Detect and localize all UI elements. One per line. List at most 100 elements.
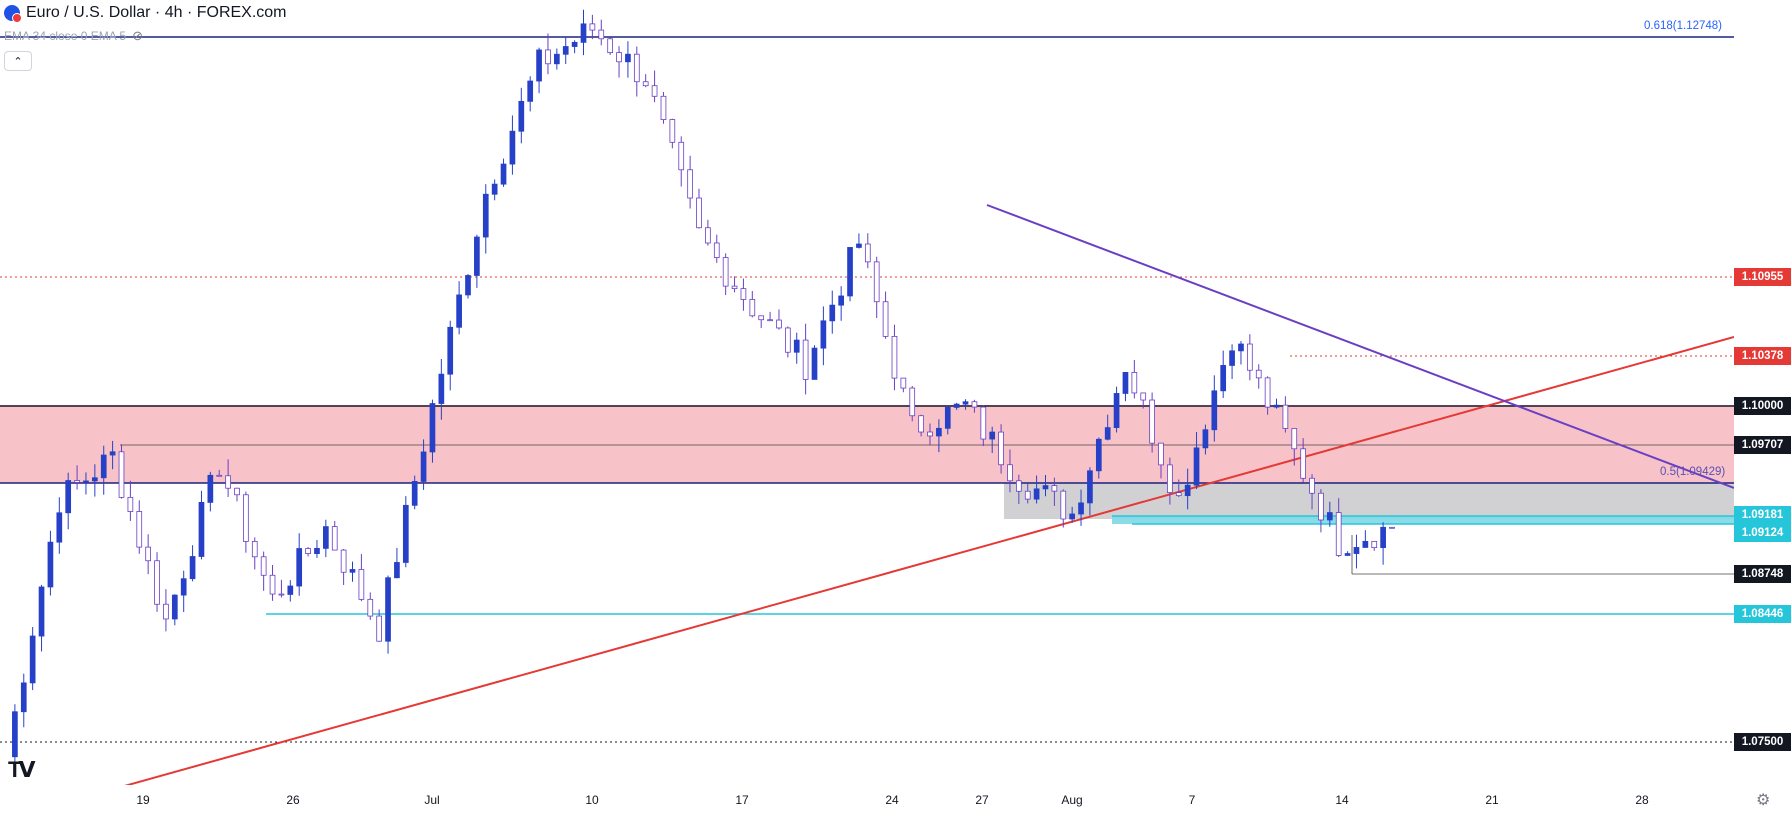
price-tag-1-10955: 1.10955 [1734,268,1791,286]
price-tag-1-09707: 1.09707 [1734,436,1791,454]
candle-body [358,569,365,600]
candle-body [589,23,596,31]
candle-body [38,586,45,637]
candle-body [1247,343,1253,371]
candle-body [243,494,249,542]
candle-body [527,80,534,102]
candle-body [1060,490,1067,520]
candle-body [1051,485,1058,492]
indicator-legend[interactable]: EMA 34 close 0 EMA 5 ⊘ [4,28,143,44]
candle-body [864,243,871,263]
symbol-header[interactable]: Euro / U.S. Dollar · 4h · FOREX.com [4,4,287,23]
candle-body [465,275,471,296]
settings-gear-icon[interactable]: ⚙ [1756,792,1771,809]
candle-body [625,53,631,63]
purple-trendline [986,204,1734,489]
candle-body [1318,492,1324,521]
candle-body [1211,390,1218,431]
candle-body [705,227,711,244]
candle-body [420,451,427,482]
support-zone [1004,483,1734,519]
candle-body [1095,438,1102,472]
time-tick: 26 [286,793,300,807]
candle-body [349,569,356,573]
candle-body [1326,512,1333,521]
candle-body [1353,547,1360,554]
candle-body [269,574,276,595]
candle-body [1255,369,1262,379]
candle-body [633,53,640,83]
candle-body [251,541,258,558]
candle-body [713,242,720,258]
fib-05-label: 0.5(1.09429) [1660,466,1726,478]
candle-body [873,261,880,303]
currency-flag-icon [4,5,22,23]
candle-body [331,526,338,551]
candle-body [491,183,498,195]
candle-body [429,403,436,453]
candle-body [163,603,169,620]
time-tick: 28 [1635,793,1649,807]
candle-body [802,339,809,380]
candle-body [1202,429,1209,449]
collapse-legend-button[interactable]: ⌃ [4,51,32,71]
candle-body [962,401,969,405]
resistance-zone [0,405,1734,483]
candle-body [1069,513,1075,520]
hidden-eye-icon[interactable]: ⊘ [132,28,143,43]
time-tick: 14 [1335,793,1349,807]
candle-body [785,327,791,353]
candle-body [20,682,27,713]
candle-body [1344,553,1351,556]
price-tag-1-10378: 1.10378 [1734,347,1791,365]
price-tag-1-09181: 1.09181 [1734,506,1791,524]
cyan-zone [1112,516,1734,524]
candle-body [847,247,853,297]
candle-body [260,556,267,576]
candle-body [136,511,143,548]
candle-body [287,585,294,595]
candle-body [998,431,1004,466]
candle-body [882,301,889,337]
candle-body [207,474,214,503]
candle-body [936,427,942,437]
time-tick: Aug [1061,793,1083,807]
candle-body [598,29,605,40]
candle-body [198,502,205,557]
candle-body [793,339,800,353]
candle-body [767,319,773,322]
time-axis[interactable]: 19 26 Jul 10 17 24 27 Aug 7 14 21 28 ⚙ [0,785,1791,815]
candle-body [1175,492,1182,497]
candle-body [1264,377,1271,408]
time-tick: 24 [885,793,899,807]
candle-body [1131,372,1138,394]
tradingview-logo-icon[interactable]: T𝗩 [8,757,36,782]
candle-body [651,85,658,97]
price-chart[interactable] [0,0,1734,785]
candle-body [1291,428,1298,450]
candle-body [189,556,196,580]
candle-body [1184,484,1191,497]
candle-body [580,23,587,43]
candle-body [545,49,551,65]
candle-body [927,431,933,437]
candle-body [1309,477,1315,494]
candle-body [145,546,151,562]
candle-body [474,236,480,276]
candle-body [154,560,160,605]
candle-body [74,480,80,483]
candle-body [740,288,747,300]
candle-body [554,53,560,65]
candle-body [1220,365,1227,392]
candle-body [1113,393,1120,428]
price-scale[interactable] [1734,0,1791,785]
candle-body [1158,442,1164,466]
candle-body [47,541,54,588]
candle-body [323,526,329,549]
candle-body [944,407,951,429]
candle-body [1273,404,1280,408]
candle-body [100,454,107,479]
candle-body [234,487,240,496]
time-tick: Jul [424,793,440,807]
candle-body [838,295,844,306]
